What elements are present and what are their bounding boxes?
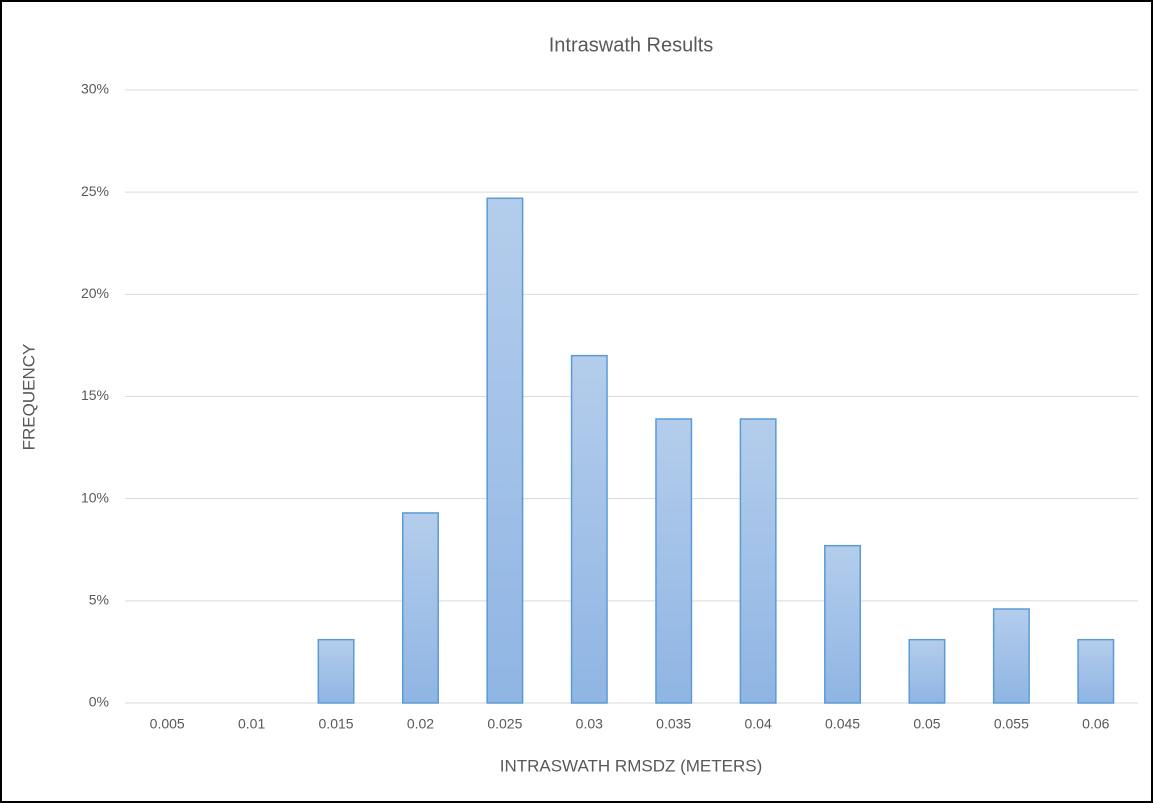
x-tick-label: 0.025 <box>487 716 522 732</box>
y-tick-label: 5% <box>89 592 109 608</box>
y-tick-label: 10% <box>81 489 109 505</box>
y-tick-label: 15% <box>81 387 109 403</box>
x-tick-label: 0.055 <box>994 716 1029 732</box>
bar <box>486 197 524 704</box>
x-axis-label: INTRASWATH RMSDZ (METERS) <box>500 756 763 775</box>
y-tick-label: 20% <box>81 285 109 301</box>
y-tick-label: 30% <box>81 81 109 97</box>
bar <box>824 544 862 704</box>
y-axis-label: FREQUENCY <box>19 344 38 451</box>
x-tick-label: 0.015 <box>319 716 354 732</box>
x-tick-label: 0.045 <box>825 716 860 732</box>
x-tick-label: 0.06 <box>1082 716 1109 732</box>
y-tick-label: 25% <box>81 183 109 199</box>
y-tick-label: 0% <box>89 694 109 710</box>
bar <box>1077 638 1115 704</box>
x-tick-label: 0.03 <box>576 716 603 732</box>
bar <box>655 418 693 704</box>
bar <box>739 418 777 704</box>
chart-title: Intraswath Results <box>549 34 714 56</box>
x-tick-label: 0.035 <box>656 716 691 732</box>
bar <box>908 638 946 704</box>
bar <box>317 638 355 704</box>
x-tick-label: 0.005 <box>150 716 185 732</box>
x-tick-label: 0.04 <box>745 716 772 732</box>
x-tick-label: 0.01 <box>238 716 265 732</box>
x-tick-label: 0.05 <box>913 716 940 732</box>
bar <box>992 608 1030 704</box>
bar <box>401 512 439 704</box>
x-tick-label: 0.02 <box>407 716 434 732</box>
bar <box>570 354 608 704</box>
